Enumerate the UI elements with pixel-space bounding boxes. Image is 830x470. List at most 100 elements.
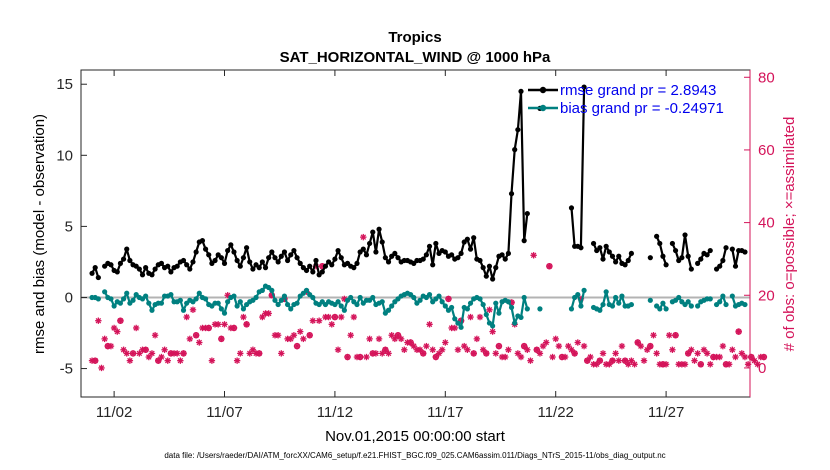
bias-point	[158, 300, 165, 306]
rmse-point	[672, 247, 679, 254]
obs-assimilated-point	[754, 361, 761, 368]
obs-assimilated-point	[631, 361, 638, 368]
obs-assimilated-point	[240, 313, 247, 321]
legend-bias-label: bias grand pr = -0.24971	[560, 100, 724, 117]
rmse-point	[518, 88, 524, 94]
bias-point	[193, 296, 199, 302]
obs-assimilated-point	[101, 335, 108, 343]
rmse-point	[704, 252, 710, 258]
rmse-point	[508, 191, 515, 197]
bias-point	[685, 299, 691, 305]
bias-point	[597, 307, 603, 313]
rmse-point	[329, 262, 335, 268]
obs-assimilated-point	[132, 324, 140, 332]
bias-point	[275, 301, 281, 308]
obs-assimilated-point	[476, 313, 484, 321]
x-tick-label: 11/07	[206, 404, 242, 421]
obs-assimilated-point	[363, 353, 370, 361]
rmse-point	[313, 257, 319, 264]
obs-assimilated-point	[98, 364, 105, 372]
obs-assimilated-point	[464, 346, 471, 353]
bias-point	[102, 289, 108, 295]
rmse-point	[606, 249, 612, 255]
bias-point	[568, 306, 575, 312]
rmse-point	[354, 260, 360, 266]
y-right-tick-label: 40	[758, 215, 775, 232]
obs-assimilated-point	[716, 353, 723, 361]
bias-point	[411, 294, 417, 301]
rmse-point	[568, 205, 575, 211]
rmse-point	[449, 252, 455, 258]
x-tick-label: 11/02	[96, 404, 132, 421]
bias-point	[95, 296, 101, 302]
obs-assimilated-point	[697, 361, 704, 368]
bias-point	[310, 294, 316, 301]
bias-point	[149, 307, 155, 313]
obs-assimilated-point	[703, 350, 711, 357]
obs-assimilated-point	[174, 350, 181, 357]
obs-assimilated-point	[366, 335, 373, 343]
rmse-point	[679, 255, 685, 261]
obs-assimilated-point	[517, 353, 525, 361]
bias-point	[379, 299, 385, 305]
bias-point	[505, 299, 511, 305]
obs-assimilated-point	[338, 313, 345, 321]
obs-assimilated-point	[356, 353, 364, 361]
rmse-point	[628, 250, 635, 257]
bias-point	[455, 320, 461, 326]
obs-assimilated-point	[505, 346, 512, 353]
obs-assimilated-point	[719, 342, 727, 350]
obs-assimilated-point	[309, 317, 317, 324]
obs-assimilated-point	[256, 350, 263, 357]
rmse-series	[89, 84, 748, 282]
bias-point	[483, 311, 489, 318]
obs-assimilated-point	[259, 313, 266, 321]
rmse-point	[367, 240, 373, 247]
rmse-point	[512, 147, 518, 153]
rmse-point	[303, 267, 310, 274]
rmse-point	[625, 257, 631, 264]
obs-assimilated-point	[666, 332, 673, 339]
obs-assimilated-point	[177, 357, 184, 364]
rmse-point	[426, 243, 433, 249]
rmse-point	[206, 252, 212, 258]
rmse-point	[120, 256, 127, 262]
obs-assimilated-point	[315, 317, 323, 324]
legend-bias-marker	[539, 104, 547, 112]
bias-point	[168, 292, 174, 298]
obs-assimilated-point	[107, 342, 115, 350]
obs-assimilated-point	[533, 346, 540, 353]
rmse-point	[442, 249, 448, 255]
rmse-point	[243, 245, 250, 251]
bias-point	[111, 303, 117, 309]
obs-assimilated-point	[394, 332, 402, 339]
rmse-point	[578, 245, 584, 251]
rmse-point	[521, 238, 527, 244]
obs-assimilated-point	[486, 306, 493, 313]
bias-point	[177, 297, 183, 303]
obs-assimilated-point	[442, 339, 449, 346]
bias-point	[294, 300, 300, 306]
obs-assimilated-point	[580, 342, 588, 350]
rmse-point	[262, 265, 269, 271]
rmse-point	[600, 256, 606, 262]
rmse-point	[360, 246, 366, 252]
rmse-point	[335, 247, 341, 254]
rmse-point	[281, 249, 288, 255]
rmse-point	[597, 245, 603, 251]
bias-point	[281, 293, 288, 299]
obs-assimilated-point	[161, 346, 168, 353]
obs-assimilated-point	[599, 350, 607, 357]
rmse-point	[660, 253, 666, 259]
obs-assimilated-point	[735, 328, 742, 335]
rmse-point	[92, 265, 98, 271]
obs-assimilated-point	[426, 321, 433, 328]
rmse-point	[278, 253, 284, 259]
rmse-point	[139, 272, 146, 278]
rmse-point	[464, 236, 470, 242]
rmse-point	[338, 255, 344, 261]
bias-point	[512, 320, 518, 326]
rmse-point	[218, 255, 224, 261]
rmse-point	[259, 259, 265, 265]
rmse-point	[685, 253, 691, 259]
